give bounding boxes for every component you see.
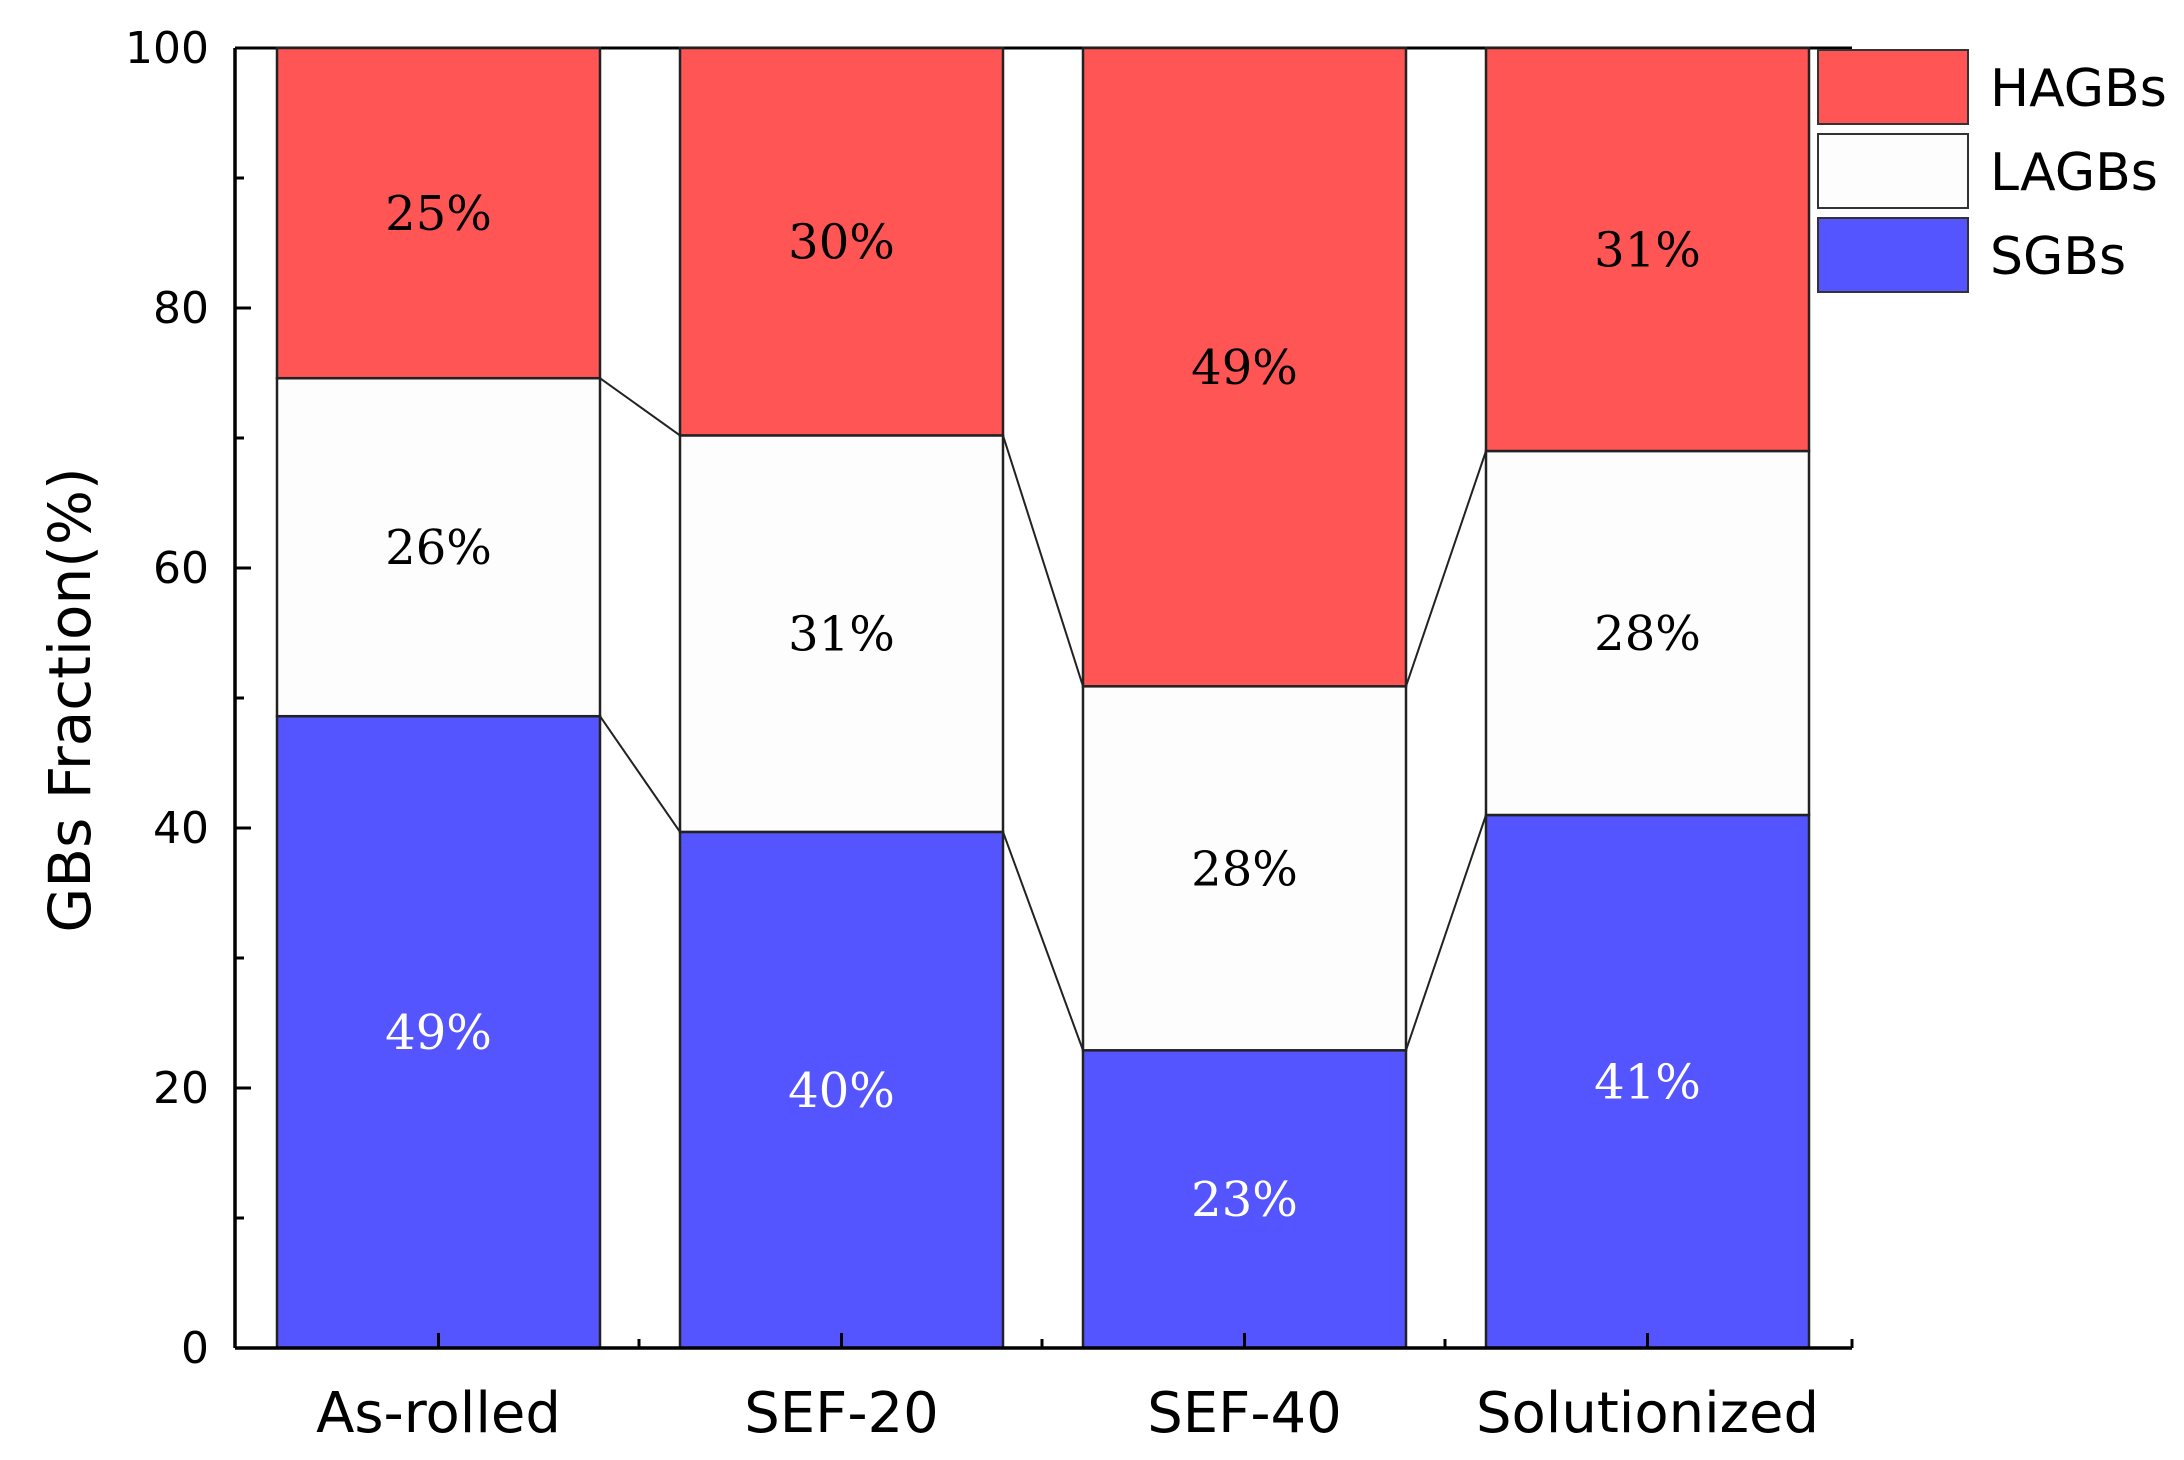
legend-label: LAGBs <box>1990 143 2158 203</box>
legend-swatch-hagbs <box>1817 49 1969 125</box>
bar-segment-sgbs <box>678 830 1005 1350</box>
y-tick-label: 80 <box>153 283 209 334</box>
bar-segment-sgbs <box>1081 1049 1408 1350</box>
x-tick-label: SEF-20 <box>744 1381 939 1446</box>
data-label: 40% <box>788 1063 895 1119</box>
y-tick-label: 100 <box>125 23 209 74</box>
data-label: 31% <box>1594 223 1701 279</box>
bar-segment-hagbs <box>1081 46 1408 688</box>
data-label: 26% <box>385 520 492 576</box>
data-label: 30% <box>788 215 895 271</box>
data-label: 49% <box>385 1005 492 1061</box>
legend-swatch-sgbs <box>1817 217 1969 293</box>
y-tick-label: 0 <box>181 1323 209 1374</box>
x-tick-label: Solutionized <box>1476 1381 1819 1446</box>
data-label: 28% <box>1191 841 1298 897</box>
bar-segment-lagbs <box>275 376 602 718</box>
legend-label: HAGBs <box>1990 59 2167 119</box>
bar-segment-lagbs <box>678 434 1005 834</box>
x-tick-label: SEF-40 <box>1147 1381 1342 1446</box>
connector-line <box>599 715 681 833</box>
y-axis-title: GBs Fraction(%) <box>36 467 104 932</box>
legend: HAGBs LAGBs SGBs <box>1817 49 2167 293</box>
y-tick-label: 60 <box>153 543 209 594</box>
data-label: 25% <box>385 186 492 242</box>
y-tick-label: 40 <box>153 803 209 854</box>
data-label: 31% <box>788 607 895 663</box>
connector-line <box>599 377 681 437</box>
axes: GBs Fraction(%) 0 20 40 60 80 100 As-rolled SEF… <box>36 23 1854 1446</box>
data-label: 28% <box>1594 606 1701 662</box>
y-tick-label: 20 <box>153 1063 209 1114</box>
bar-segment-hagbs <box>678 46 1005 437</box>
legend-label: SGBs <box>1990 227 2126 287</box>
bar-segment-hagbs <box>1484 46 1811 453</box>
bar-segment-sgbs <box>1484 813 1811 1350</box>
connector-line <box>1405 450 1487 687</box>
data-label: 41% <box>1594 1055 1701 1111</box>
x-tick-label: As-rolled <box>316 1381 561 1446</box>
bar-segment-lagbs <box>1484 449 1811 817</box>
data-label: 49% <box>1191 340 1298 396</box>
connector-line <box>1002 435 1084 687</box>
connector-lines <box>599 377 1487 1051</box>
connector-line <box>1002 831 1084 1051</box>
data-label: 23% <box>1191 1172 1298 1228</box>
connector-line <box>1405 814 1487 1051</box>
bars <box>275 46 1811 1350</box>
data-labels: 49% 26% 25% 40% 31% 30% 23% 28% 49% 41% 28% 31% <box>385 186 1701 1228</box>
bar-segment-lagbs <box>1081 685 1408 1052</box>
legend-swatch-lagbs <box>1817 133 1969 209</box>
bar-segment-hagbs <box>275 46 602 380</box>
